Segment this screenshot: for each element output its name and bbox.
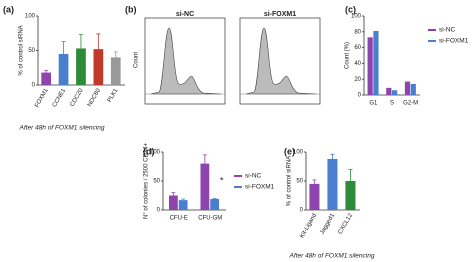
y-tick-label: 0	[32, 83, 36, 89]
y-axis-label: Count	[134, 52, 140, 68]
panel-title: si-NC	[176, 11, 194, 18]
x-tick-label: PLK1	[107, 87, 120, 103]
error-bar	[312, 179, 317, 184]
y-tick-label: 100	[25, 14, 36, 20]
error-bar	[96, 33, 101, 50]
plot-frame	[144, 17, 226, 105]
bar	[76, 48, 86, 85]
bar	[309, 183, 320, 210]
x-tick-label: CDC20	[70, 87, 85, 108]
y-tick-label: 40	[354, 61, 361, 67]
bar	[58, 53, 69, 85]
y-axis-label: Count (%)	[345, 42, 351, 69]
y-tick-label: 50	[28, 48, 35, 54]
legend-label: si-FOXM1	[245, 184, 275, 191]
y-axis-label: N° of colonies / 2500 CD34+	[144, 143, 150, 219]
x-tick-label: CFU-GM	[198, 216, 222, 222]
annotation: *	[220, 175, 224, 185]
bar	[345, 181, 356, 210]
footnote: After 48h of FOXM1 silencing	[289, 253, 375, 260]
y-tick-label: 50	[153, 179, 160, 185]
panel-label: (d)	[143, 146, 155, 156]
error-bar	[330, 153, 335, 159]
x-tick-label: Jagged1	[319, 212, 336, 236]
panel-title: si-FOXM1	[264, 11, 296, 18]
bar	[93, 49, 104, 85]
bar	[200, 163, 210, 210]
x-tick-label: Kit-Ligand	[299, 213, 318, 239]
y-tick-label: 80	[354, 29, 361, 35]
x-tick-label: CFU-E	[170, 216, 188, 222]
bar	[327, 158, 338, 210]
error-bar	[61, 41, 66, 54]
error-bar	[212, 198, 217, 199]
bar	[41, 72, 52, 85]
bar	[210, 198, 220, 210]
bar	[386, 87, 392, 95]
error-bar	[78, 34, 83, 49]
x-tick-label: CXCL12	[338, 212, 355, 235]
y-tick-label: 20	[354, 77, 361, 83]
legend-label: si-NC	[245, 173, 262, 180]
x-tick-label: FOXM1	[34, 87, 50, 108]
y-tick-label: 50	[296, 179, 303, 185]
footnote: After 48h of FOXM1 silencing	[19, 125, 105, 132]
bar	[168, 195, 178, 210]
histogram-curve	[150, 27, 222, 95]
y-axis-label: % of control siRNA	[19, 25, 25, 75]
y-tick-label: 100	[150, 150, 161, 156]
x-tick-label: G2-M	[403, 101, 418, 107]
error-bar	[202, 154, 207, 164]
x-tick-label: NDC80	[87, 87, 102, 108]
bar	[110, 57, 121, 85]
bar	[178, 200, 188, 210]
legend-label: si-FOXM1	[439, 38, 469, 45]
bar	[367, 37, 373, 95]
x-tick-label: CCNE1	[52, 87, 68, 108]
panel-label: (b)	[125, 4, 137, 14]
bar	[373, 31, 379, 95]
x-tick-label: G1	[369, 101, 378, 107]
bar	[392, 90, 398, 95]
y-tick-label: 0	[358, 93, 362, 99]
y-tick-label: 100	[293, 150, 304, 156]
error-bar	[44, 70, 49, 73]
error-bar	[348, 169, 353, 181]
bar	[404, 81, 411, 95]
panel-label: (e)	[284, 146, 295, 156]
y-tick-label: 100	[351, 14, 362, 20]
panel-label: (a)	[3, 4, 14, 14]
y-tick-label: 60	[354, 45, 361, 51]
error-bar	[171, 192, 176, 196]
x-tick-label: S	[390, 101, 394, 107]
plot-frame	[239, 17, 321, 105]
y-tick-label: 0	[157, 208, 161, 214]
panel-label: (c)	[345, 4, 356, 14]
y-tick-label: 0	[300, 208, 304, 214]
error-bar	[113, 51, 118, 58]
y-axis-label: % of control siRNA	[287, 156, 293, 206]
legend-label: si-NC	[439, 27, 456, 34]
error-bar	[181, 198, 186, 201]
bar	[410, 83, 416, 95]
histogram-curve	[245, 27, 317, 95]
